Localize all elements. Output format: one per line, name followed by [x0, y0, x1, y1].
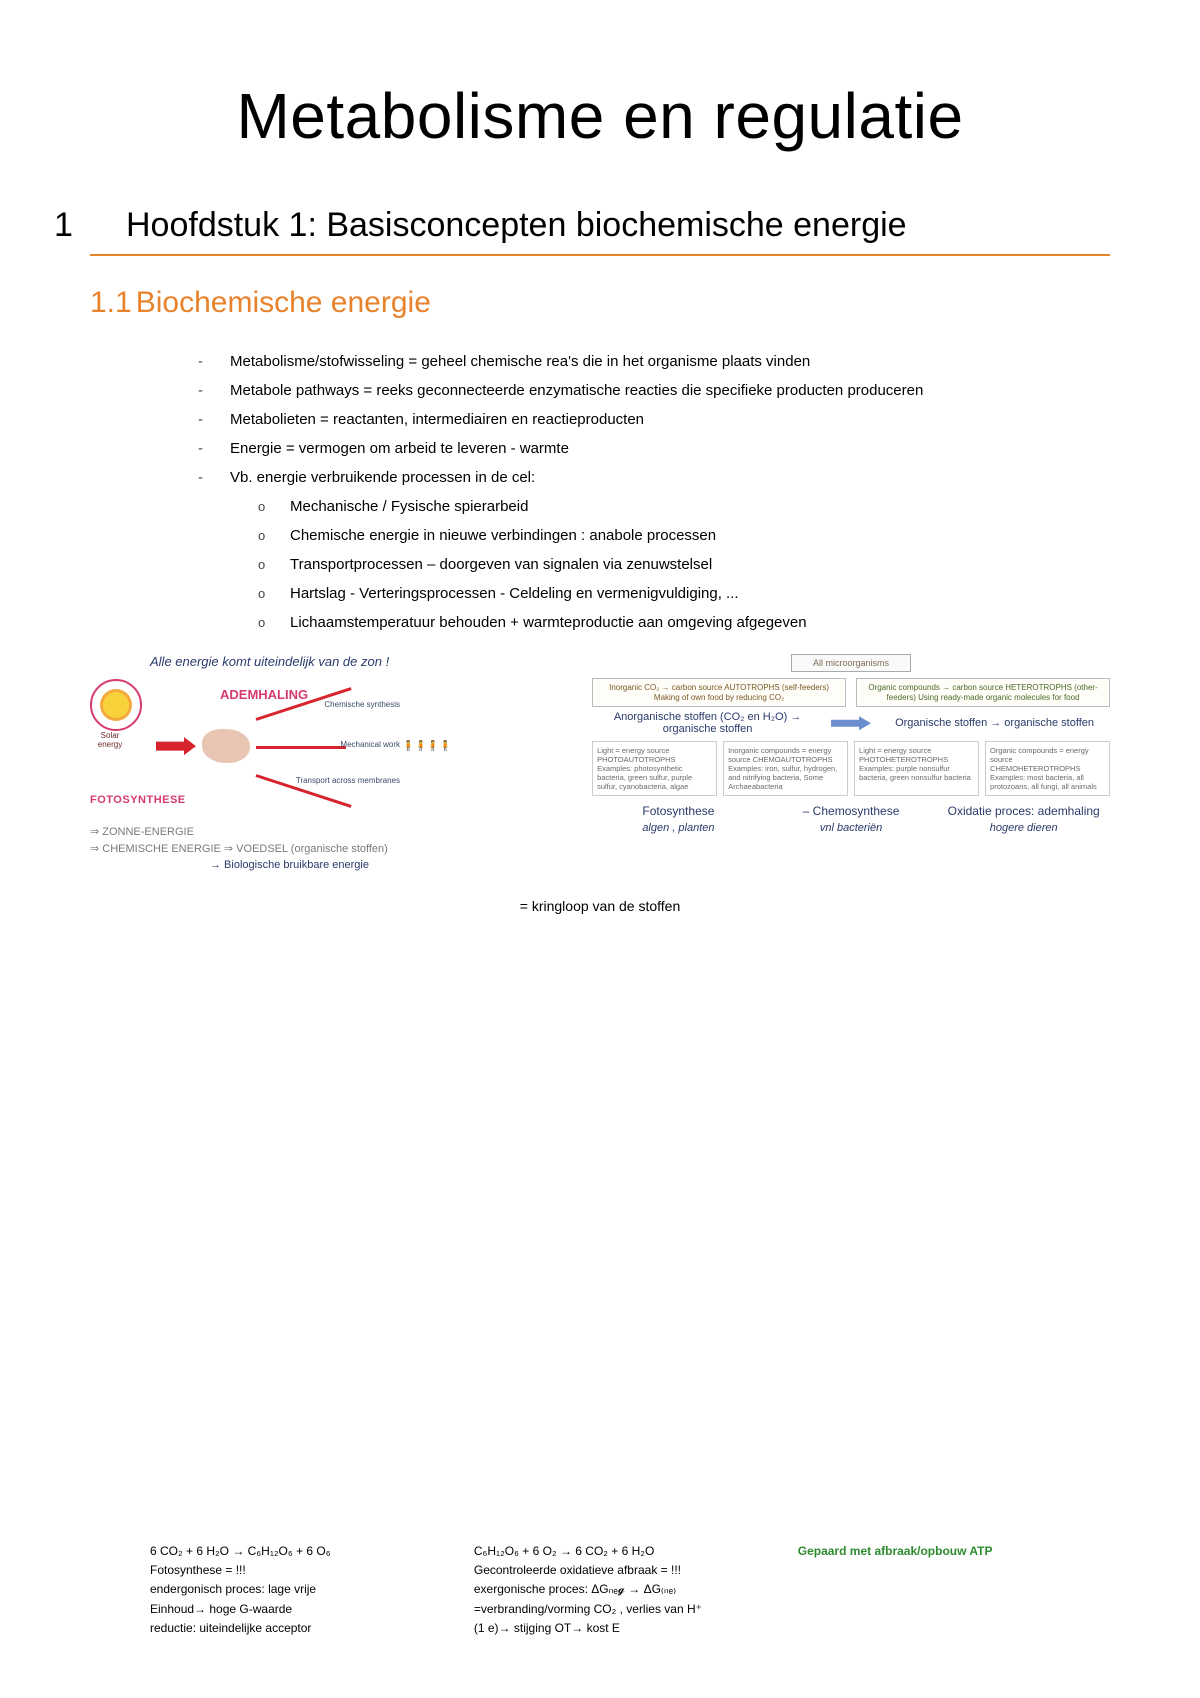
bullet-text: Vb. energie verbruikende processen in de…	[230, 469, 535, 486]
bullet-list: Metabolisme/stofwisseling = geheel chemi…	[90, 348, 1110, 636]
bullet-item: Metabolisme/stofwisseling = geheel chemi…	[230, 348, 1110, 375]
example-label: hogere dieren	[937, 822, 1110, 834]
bullet-item: Metabole pathways = reeks geconnecteerde…	[230, 377, 1110, 404]
example-row: algen , planten vnl bacteriën hogere die…	[592, 822, 1110, 834]
section-number: 1.1	[90, 286, 132, 319]
footer-line: 6 CO₂ + 6 H₂O → C₆H₁₂O₆ + 6 O₆	[150, 1542, 434, 1561]
sub-bullet-item: Mechanische / Fysische spierarbeid	[290, 493, 1110, 520]
process-label: Fotosynthese	[592, 804, 765, 818]
leaf-box: Light = energy source PHOTOHETEROTROPHS …	[854, 741, 979, 796]
footer-line: Fotosynthese = !!!	[150, 1561, 434, 1580]
bullet-item: Metabolieten = reactanten, intermediaire…	[230, 406, 1110, 433]
leaf-box: Light = energy source PHOTOAUTOTROPHS Ex…	[592, 741, 717, 796]
footer-line: Einhoud→ hoge G-waarde	[150, 1600, 434, 1619]
sun-quote: Alle energie komt uiteindelijk van de zo…	[150, 654, 568, 669]
eq-line: ⇒ CHEMISCHE ENERGIE ⇒ VOEDSEL (organisch…	[90, 841, 568, 858]
footer-line: reductie: uiteindelijke acceptor	[150, 1619, 434, 1638]
energy-fork-diagram: Chemische synthesis Mechanical work Tran…	[256, 706, 396, 786]
example-label: algen , planten	[592, 822, 765, 834]
pig-icon	[202, 729, 250, 763]
fork-caption: Chemische synthesis	[324, 700, 400, 709]
bullet-item: Vb. energie verbruikende processen in de…	[230, 464, 1110, 636]
footer-col-2: C₆H₁₂O₆ + 6 O₂ → 6 CO₂ + 6 H₂O Gecontrol…	[474, 1542, 758, 1638]
fork-caption: Mechanical work	[340, 740, 400, 749]
chapter-heading: 1Hoofdstuk 1: Basisconcepten biochemisch…	[90, 204, 1110, 257]
sub-bullet-item: Lichaamstemperatuur behouden + warmtepro…	[290, 609, 1110, 636]
organism-tree-diagram: All microorganisms Inorganic CO₂ → carbo…	[592, 654, 1110, 834]
footer-col-1: 6 CO₂ + 6 H₂O → C₆H₁₂O₆ + 6 O₆ Fotosynth…	[150, 1542, 434, 1638]
red-arrow-icon	[156, 737, 196, 755]
kringloop-caption: = kringloop van de stoffen	[90, 898, 1110, 914]
footer-line: =verbranding/vorming CO₂ , verlies van H…	[474, 1600, 758, 1619]
autotroph-box: Inorganic CO₂ → carbon source AUTOTROPHS…	[592, 678, 846, 707]
sub-bullet-item: Transportprocessen – doorgeven van signa…	[290, 551, 1110, 578]
blue-arrow-icon	[831, 716, 871, 730]
footer-line: Gecontroleerde oxidatieve afbraak = !!!	[474, 1561, 758, 1580]
document-title: Metabolisme en regulatie	[90, 80, 1110, 154]
bullet-item: Energie = vermogen om arbeid te leveren …	[230, 435, 1110, 462]
tree-root: All microorganisms	[791, 654, 911, 672]
section-heading: 1.1Biochemische energie	[90, 286, 1110, 320]
solar-energy-label: Solar energy	[90, 731, 130, 749]
footer-line: C₆H₁₂O₆ + 6 O₂ → 6 CO₂ + 6 H₂O	[474, 1542, 758, 1561]
people-icons: 🧍🧍🧍🧍	[402, 741, 452, 752]
energy-equations: ⇒ ZONNE-ENERGIE ⇒ CHEMISCHE ENERGIE ⇒ VO…	[90, 824, 568, 874]
footer-col-3: Gepaard met afbraak/opbouw ATP	[798, 1542, 1110, 1638]
footer-line: endergonisch proces: lage vrije	[150, 1580, 434, 1599]
energy-flow-diagram: Alle energie komt uiteindelijk van de zo…	[90, 654, 568, 874]
fork-caption: Transport across membranes	[296, 776, 400, 785]
footer-line: (1 e)→ stijging OT→ kost E	[474, 1619, 758, 1638]
hetero-sub-label: Organische stoffen → organische stoffen	[879, 717, 1110, 729]
section-text: Biochemische energie	[136, 286, 431, 319]
sun-icon	[90, 679, 142, 731]
sub-bullet-list: Mechanische / Fysische spierarbeid Chemi…	[230, 493, 1110, 636]
eq-line: ⇒ ZONNE-ENERGIE	[90, 824, 568, 841]
chapter-text: Hoofdstuk 1: Basisconcepten biochemische…	[126, 206, 907, 244]
leaf-box: Inorganic compounds = energy source CHEM…	[723, 741, 848, 796]
diagram-row: Alle energie komt uiteindelijk van de zo…	[90, 654, 1110, 874]
footer-line: Gepaard met afbraak/opbouw ATP	[798, 1542, 1110, 1561]
leaf-box: Organic compounds = energy source CHEMOH…	[985, 741, 1110, 796]
eq-line: → Biologische bruikbare energie	[210, 857, 568, 874]
sub-bullet-item: Chemische energie in nieuwe verbindingen…	[290, 522, 1110, 549]
footer-line: exergonische proces: ΔGₙₑ𝓰 → ΔG₍ₙₑ₎	[474, 1580, 758, 1599]
heterotroph-box: Organic compounds → carbon source HETERO…	[856, 678, 1110, 707]
sub-bullet-item: Hartslag - Verteringsprocessen - Celdeli…	[290, 580, 1110, 607]
process-label: – Chemosynthese	[765, 804, 938, 818]
auto-sub-label: Anorganische stoffen (CO₂ en H₂O) → orga…	[592, 711, 823, 735]
process-row: Fotosynthese – Chemosynthese Oxidatie pr…	[592, 804, 1110, 818]
process-label: Oxidatie proces: ademhaling	[937, 804, 1110, 818]
chapter-number: 1	[90, 204, 126, 247]
footer-columns: 6 CO₂ + 6 H₂O → C₆H₁₂O₆ + 6 O₆ Fotosynth…	[150, 1542, 1110, 1638]
example-label: vnl bacteriën	[765, 822, 938, 834]
